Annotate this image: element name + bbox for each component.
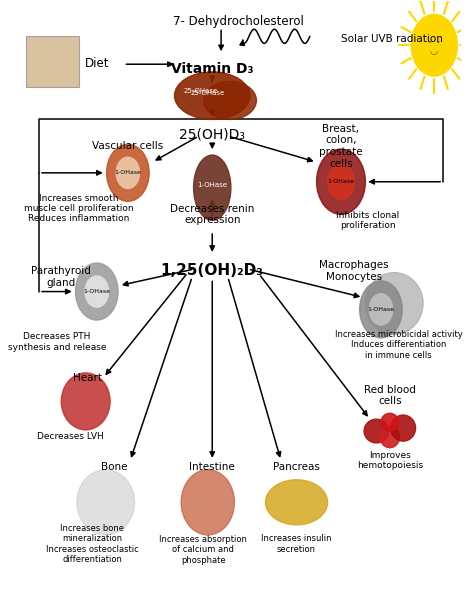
- Ellipse shape: [381, 414, 399, 431]
- Ellipse shape: [391, 415, 416, 441]
- Text: 1-OHase: 1-OHase: [328, 179, 355, 184]
- Circle shape: [328, 164, 355, 200]
- Text: Decreases renin
expression: Decreases renin expression: [170, 203, 255, 225]
- Text: 1,25(OH)₂D₃: 1,25(OH)₂D₃: [161, 263, 264, 278]
- Text: Increases insulin
secretion: Increases insulin secretion: [261, 534, 332, 553]
- Text: 1-OHase: 1-OHase: [83, 289, 110, 294]
- Text: Pancreas: Pancreas: [273, 462, 320, 472]
- Ellipse shape: [181, 469, 235, 535]
- Ellipse shape: [77, 469, 135, 535]
- Circle shape: [85, 276, 109, 307]
- Text: Macrophages
Monocytes: Macrophages Monocytes: [319, 260, 389, 281]
- Ellipse shape: [61, 373, 110, 430]
- Text: Parathyroid
gland: Parathyroid gland: [31, 266, 91, 287]
- Text: 25-OHase: 25-OHase: [184, 88, 218, 94]
- Text: Increases bone
mineralization
Increases osteoclastic
differentiation: Increases bone mineralization Increases …: [46, 524, 139, 564]
- Circle shape: [411, 14, 457, 76]
- Text: 1-OHase: 1-OHase: [114, 170, 141, 176]
- Ellipse shape: [265, 480, 328, 525]
- Ellipse shape: [380, 426, 400, 447]
- Circle shape: [360, 281, 402, 338]
- Circle shape: [116, 157, 140, 189]
- Text: Bone: Bone: [101, 462, 128, 472]
- FancyBboxPatch shape: [26, 36, 79, 87]
- Text: Intestine: Intestine: [189, 462, 235, 472]
- Circle shape: [317, 149, 365, 214]
- Text: Vascular cells: Vascular cells: [92, 141, 164, 151]
- Text: 1-OHase: 1-OHase: [197, 181, 227, 187]
- Circle shape: [107, 145, 149, 201]
- Text: Heart: Heart: [73, 372, 102, 383]
- Circle shape: [75, 263, 118, 320]
- Ellipse shape: [365, 273, 423, 334]
- Text: Improves
hemotopoiesis: Improves hemotopoiesis: [357, 451, 423, 471]
- Text: Increases microbicidal activity
Induces differentiation
in immune cells: Increases microbicidal activity Induces …: [335, 330, 463, 360]
- Text: Increases smooth
muscle cell proliferation
Reduces inflammation: Increases smooth muscle cell proliferati…: [24, 193, 134, 223]
- Ellipse shape: [193, 155, 231, 220]
- Ellipse shape: [174, 72, 250, 120]
- Text: 25(OH)D₃: 25(OH)D₃: [179, 127, 245, 141]
- Text: •  •: • •: [428, 40, 440, 46]
- Ellipse shape: [364, 419, 389, 443]
- Circle shape: [369, 294, 392, 325]
- Text: Red blood
cells: Red blood cells: [364, 384, 416, 406]
- Text: 1-OHase: 1-OHase: [367, 307, 394, 312]
- Text: ◡: ◡: [430, 46, 438, 56]
- Text: Decreases PTH
synthesis and release: Decreases PTH synthesis and release: [8, 333, 106, 352]
- Text: 25-OHase: 25-OHase: [191, 90, 225, 96]
- Text: Diet: Diet: [84, 57, 109, 70]
- Text: Vitamin D₃: Vitamin D₃: [171, 62, 254, 76]
- Text: Inhibits clonal
proliferation: Inhibits clonal proliferation: [336, 211, 399, 230]
- Text: Breast,
colon,
prostate
cells: Breast, colon, prostate cells: [319, 124, 363, 168]
- Text: Decreases LVH: Decreases LVH: [37, 433, 103, 441]
- Text: Solar UVB radiation: Solar UVB radiation: [341, 35, 443, 44]
- Text: 7- Dehydrocholesterol: 7- Dehydrocholesterol: [173, 15, 304, 28]
- Ellipse shape: [203, 82, 256, 120]
- Text: Increases absorption
of calcium and
phosphate: Increases absorption of calcium and phos…: [159, 535, 247, 565]
